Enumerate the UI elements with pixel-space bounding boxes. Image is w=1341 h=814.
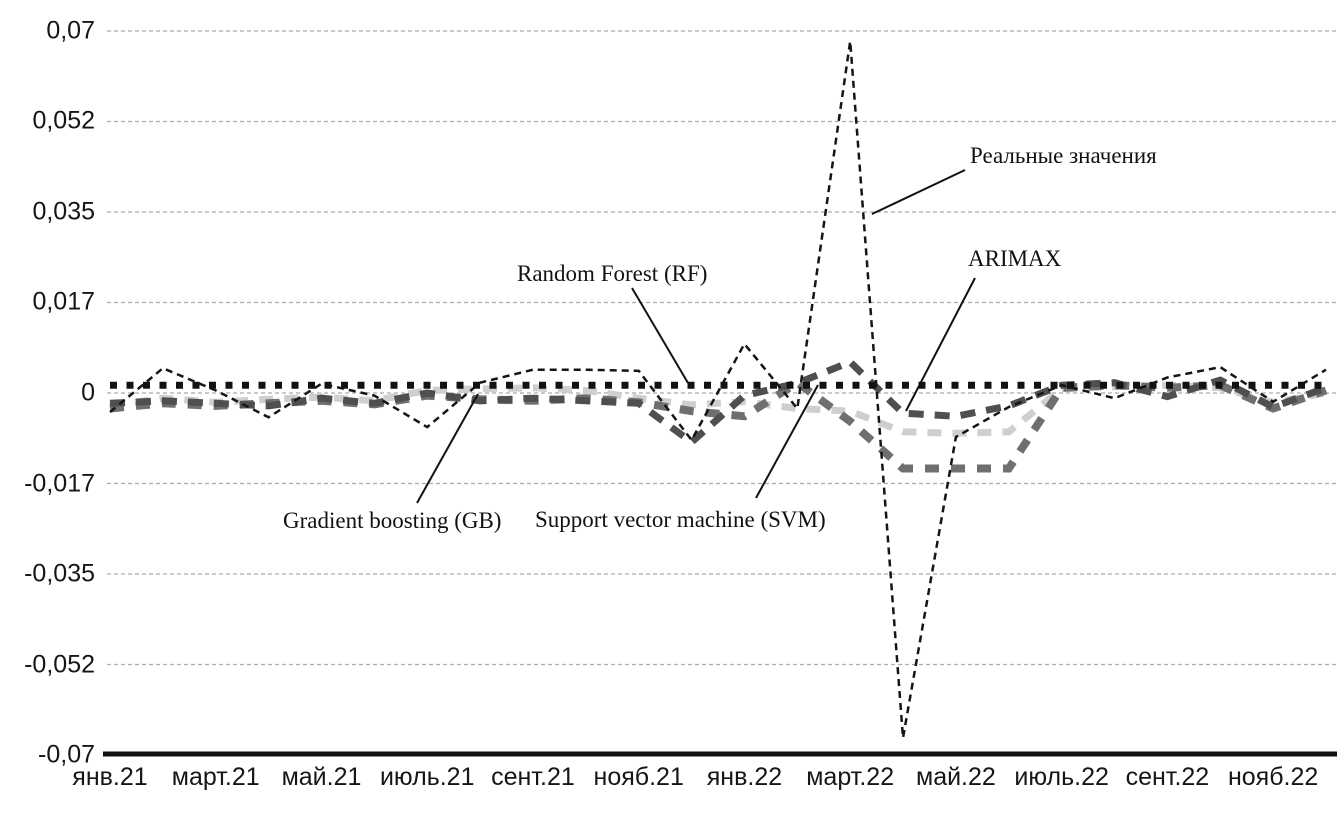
x-tick-label: июль.22 <box>1014 763 1109 791</box>
annotation-label-rf: Random Forest (RF) <box>517 261 708 286</box>
y-tick-label: 0,07 <box>46 16 95 45</box>
x-tick-label: март.22 <box>806 763 895 791</box>
gridlines <box>107 30 1336 666</box>
y-tick-label: 0,052 <box>32 106 95 135</box>
series-line-real <box>109 41 1327 739</box>
y-tick-label: -0,035 <box>24 559 95 588</box>
x-tick-label: май.22 <box>916 763 996 791</box>
x-tick-label: май.21 <box>281 763 362 791</box>
leader-line-real <box>871 169 966 215</box>
annotation-label-real: Реальные значения <box>970 143 1157 168</box>
annotation-label-svm: Support vector machine (SVM) <box>535 507 826 532</box>
y-tick-label: -0,07 <box>38 740 95 769</box>
annotation-label-arimax: ARIMAX <box>968 246 1062 271</box>
leader-line-gb <box>416 393 479 504</box>
x-tick-label: нояб.21 <box>593 763 684 791</box>
x-tick-label: сент.21 <box>491 763 575 791</box>
leader-line-rf <box>631 287 689 384</box>
x-tick-label: июль.21 <box>379 763 475 791</box>
x-tick-label: янв.22 <box>706 763 783 791</box>
y-tick-label: 0,017 <box>32 287 95 316</box>
leader-line-arimax <box>905 277 976 412</box>
x-tick-label: сент.22 <box>1125 763 1210 791</box>
leader-line-svm <box>755 384 819 499</box>
annotation-label-gb: Gradient boosting (GB) <box>283 508 502 533</box>
y-tick-label: -0,017 <box>24 469 95 497</box>
y-tick-label: -0,052 <box>24 650 95 678</box>
y-tick-label: 0 <box>81 378 95 407</box>
x-tick-label: янв.21 <box>72 763 148 791</box>
annotation-leader-lines <box>416 169 976 504</box>
y-tick-label: 0,035 <box>32 197 95 226</box>
x-tick-label: нояб.22 <box>1227 763 1319 791</box>
x-tick-label: март.21 <box>171 763 260 791</box>
series-lines <box>109 41 1328 739</box>
